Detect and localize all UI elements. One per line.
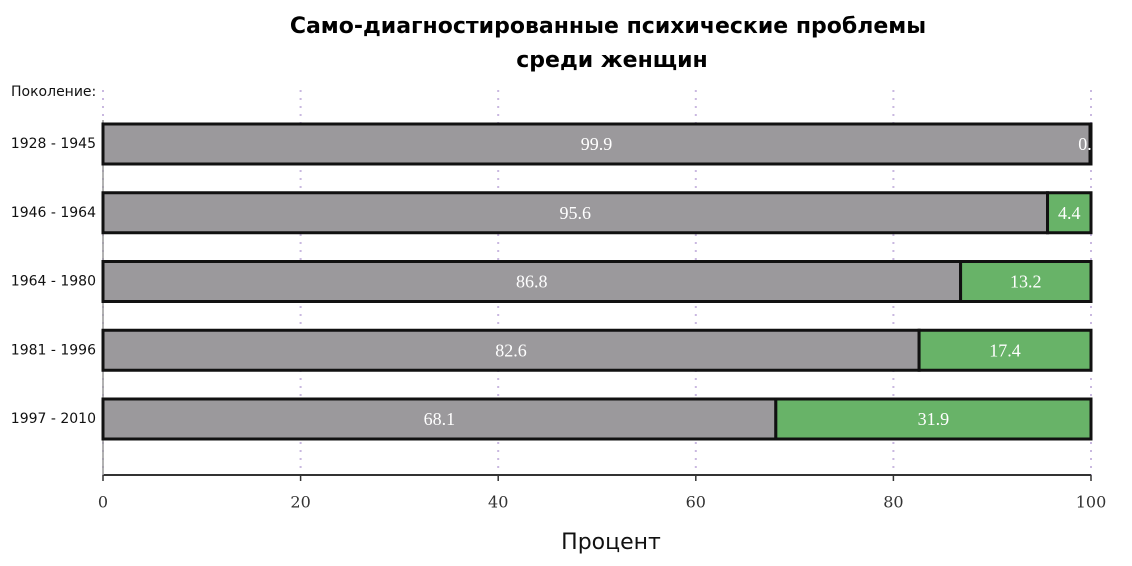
value-label: 17.4 (989, 340, 1021, 360)
x-tick-label: 20 (290, 493, 310, 512)
y-tick-label: 1928 - 1945 (11, 136, 96, 152)
value-label: 99.9 (581, 134, 613, 154)
value-label: 4.4 (1058, 203, 1081, 223)
x-axis-label: Процент (561, 530, 661, 555)
x-tick-label: 60 (686, 493, 706, 512)
x-tick-label: 40 (488, 493, 508, 512)
value-label: 0. (1078, 134, 1092, 154)
bar-segment (917, 328, 1093, 372)
value-label: 68.1 (424, 409, 456, 429)
y-tick-label: 1981 - 1996 (11, 342, 96, 358)
value-label: 13.2 (1010, 272, 1042, 292)
value-label: 86.8 (516, 272, 548, 292)
x-tick-label: 0 (98, 493, 108, 512)
x-tick-label: 80 (883, 493, 903, 512)
y-tick-label: 1997 - 2010 (11, 411, 96, 427)
chart-title: среди женщин (516, 48, 708, 73)
bar-segment (1088, 122, 1093, 166)
value-label: 95.6 (560, 203, 592, 223)
bar-segment (1046, 191, 1093, 235)
bar-segment (101, 191, 1050, 235)
bar-segment (959, 260, 1093, 303)
y-axis-label: Поколение: (11, 84, 96, 100)
bar-segment (774, 397, 1093, 441)
value-label: 82.6 (495, 340, 527, 360)
chart-title: Само-диагностированные психические пробл… (290, 14, 926, 39)
bar-segment (101, 260, 963, 303)
y-tick-label: 1964 - 1980 (11, 274, 96, 290)
x-tick-label: 100 (1076, 493, 1107, 512)
value-label: 31.9 (918, 409, 950, 429)
y-tick-label: 1946 - 1964 (11, 205, 96, 221)
